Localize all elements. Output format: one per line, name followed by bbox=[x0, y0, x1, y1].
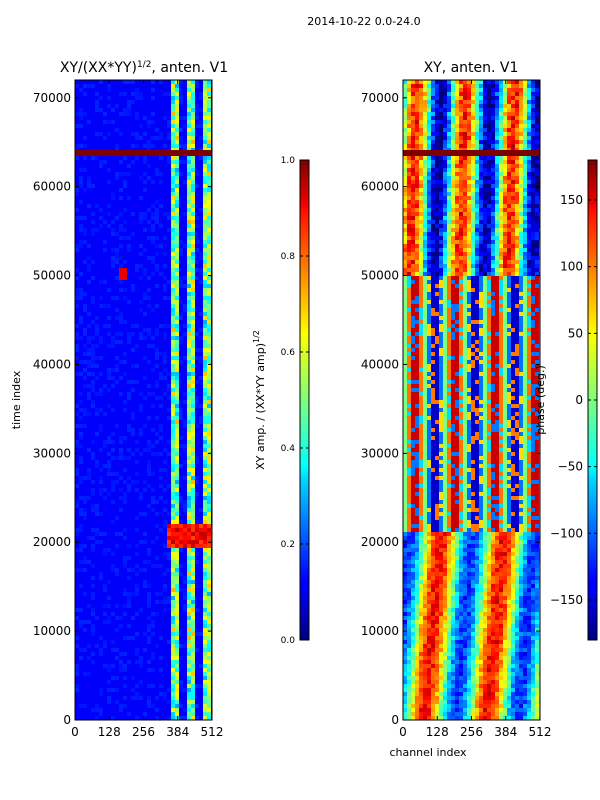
colorbar-tick-label: 0 bbox=[575, 393, 583, 407]
colorbar-tick-label: 0.6 bbox=[281, 348, 296, 358]
y-tick-label: 20000 bbox=[33, 535, 71, 549]
amplitude-y-axis-label: time index bbox=[10, 370, 23, 429]
phase-x-axis-label: channel index bbox=[389, 746, 467, 759]
amplitude-colorbar: 0.0 0.2 0.4 0.6 0.8 1.0 XY amp. / (XX*YY amp)… bbox=[252, 156, 310, 646]
colorbar-tick-label: 0.2 bbox=[281, 540, 295, 550]
x-tick-label: 384 bbox=[494, 725, 517, 739]
y-tick-label: 30000 bbox=[361, 446, 399, 460]
amplitude-colorbar-bar bbox=[299, 159, 310, 641]
x-tick-label: 128 bbox=[426, 725, 449, 739]
y-tick-label: 10000 bbox=[361, 624, 399, 638]
y-tick-label: 60000 bbox=[361, 180, 399, 194]
x-tick-label: 512 bbox=[201, 725, 224, 739]
colorbar-tick-label: 0.4 bbox=[281, 444, 296, 454]
y-tick-label: 40000 bbox=[361, 357, 399, 371]
colorbar-tick-label: 100 bbox=[560, 260, 583, 274]
x-tick-label: 0 bbox=[399, 725, 407, 739]
phase-colorbar-label: phase (deg.) bbox=[534, 365, 547, 435]
phase-heatmap bbox=[403, 80, 540, 720]
colorbar-tick-label: 50 bbox=[568, 326, 583, 340]
amplitude-colorbar-label: XY amp. / (XX*YY amp)1/2 bbox=[252, 330, 267, 470]
x-tick-label: 0 bbox=[71, 725, 79, 739]
amplitude-colorbar-ticks: 0.0 0.2 0.4 0.6 0.8 1.0 bbox=[281, 156, 309, 646]
y-tick-label: 50000 bbox=[361, 269, 399, 283]
y-tick-label: 50000 bbox=[33, 269, 71, 283]
y-tick-label: 30000 bbox=[33, 446, 71, 460]
colorbar-tick-label: 150 bbox=[560, 193, 583, 207]
phase-colorbar: 150 100 50 0 −50 −100 −150 phase (deg.) bbox=[534, 159, 598, 641]
colorbar-tick-label: 0.0 bbox=[281, 636, 296, 646]
y-tick-label: 0 bbox=[391, 713, 399, 727]
colorbar-tick-label: 1.0 bbox=[281, 156, 296, 166]
amplitude-axes: 0 128 256 384 512 0 10000 20000 30000 40000 50000 6… bbox=[33, 80, 224, 739]
y-tick-label: 10000 bbox=[33, 624, 71, 638]
panel-amplitude-title: XY/(XX*YY)1/2, anten. V1 bbox=[60, 60, 228, 76]
y-tick-label: 70000 bbox=[361, 91, 399, 105]
y-tick-label: 20000 bbox=[361, 535, 399, 549]
colorbar-tick-label: −150 bbox=[550, 593, 583, 607]
y-tick-label: 70000 bbox=[33, 91, 71, 105]
x-tick-label: 256 bbox=[460, 725, 483, 739]
panel-amplitude: XY/(XX*YY)1/2, anten. V1 0 128 256 384 512 0 1… bbox=[10, 60, 228, 739]
x-tick-label: 256 bbox=[132, 725, 155, 739]
colorbar-tick-label: −100 bbox=[550, 526, 583, 540]
phase-axes: 0 128 256 384 512 0 10000 20000 30000 40000 50000 6… bbox=[361, 80, 552, 739]
colorbar-tick-label: 0.8 bbox=[281, 252, 296, 262]
x-tick-label: 384 bbox=[166, 725, 189, 739]
phase-colorbar-ticks: 150 100 50 0 −50 −100 −150 bbox=[550, 193, 597, 607]
y-tick-label: 60000 bbox=[33, 180, 71, 194]
panel-phase-title: XY, anten. V1 bbox=[424, 60, 519, 76]
x-tick-label: 512 bbox=[529, 725, 552, 739]
y-tick-label: 40000 bbox=[33, 357, 71, 371]
colorbar-tick-label: −50 bbox=[558, 460, 583, 474]
amplitude-heatmap bbox=[75, 80, 212, 720]
x-tick-label: 128 bbox=[98, 725, 121, 739]
panel-phase: XY, anten. V1 0 128 256 384 512 0 10000 20000 30… bbox=[361, 60, 552, 759]
y-tick-label: 0 bbox=[63, 713, 71, 727]
figure-title: 2014-10-22 0.0-24.0 bbox=[307, 15, 420, 28]
